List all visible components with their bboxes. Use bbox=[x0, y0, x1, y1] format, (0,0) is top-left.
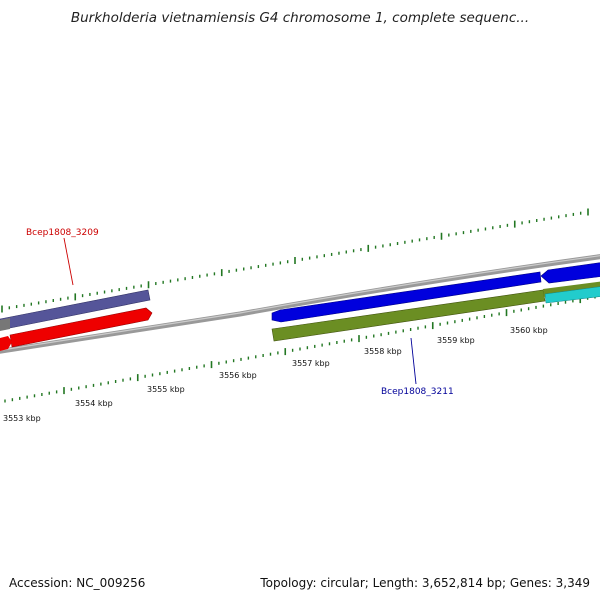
outer-tick-ring bbox=[1, 208, 589, 313]
gene-feature-purple[interactable] bbox=[0, 289, 151, 331]
gene-feature-grey-left bbox=[0, 318, 10, 331]
chromosome-backbone bbox=[0, 254, 600, 354]
gene-label-leader-3209 bbox=[63, 237, 74, 286]
tick-labels: 3553 kbp 3554 kbp 3555 kbp 3556 kbp 3557… bbox=[3, 326, 548, 423]
gene-label-3211[interactable]: Bcep1808_3211 bbox=[381, 387, 454, 397]
gene-feature-olive[interactable] bbox=[271, 289, 546, 342]
tick-label: 3557 kbp bbox=[292, 359, 330, 368]
chromosome-backbone-highlight bbox=[0, 255, 600, 351]
tick-label: 3555 kbp bbox=[147, 385, 185, 394]
tick-label: 3553 kbp bbox=[3, 414, 41, 423]
accession-text: Accession: NC_009256 bbox=[9, 576, 146, 590]
gene-feature-blue-large[interactable] bbox=[271, 271, 542, 323]
tick-label: 3554 kbp bbox=[75, 399, 113, 408]
tick-label: 3558 kbp bbox=[364, 347, 402, 356]
tick-label: 3560 kbp bbox=[510, 326, 548, 335]
map-title: Burkholderia vietnamiensis G4 chromosome… bbox=[70, 10, 530, 26]
inner-tick-ring bbox=[4, 295, 596, 403]
gene-feature-red-left[interactable] bbox=[0, 336, 12, 351]
gene-feature-red[interactable] bbox=[9, 307, 153, 348]
gene-feature-blue-right[interactable] bbox=[540, 262, 600, 284]
tick-label: 3559 kbp bbox=[437, 336, 475, 345]
gene-label-3209[interactable]: Bcep1808_3209 bbox=[26, 228, 99, 238]
tick-label: 3556 kbp bbox=[219, 371, 257, 380]
gene-label-leader-3211 bbox=[410, 337, 417, 385]
topology-stats-text: Topology: circular; Length: 3,652,814 bp… bbox=[260, 576, 590, 590]
gene-feature-cyan[interactable] bbox=[544, 286, 600, 304]
